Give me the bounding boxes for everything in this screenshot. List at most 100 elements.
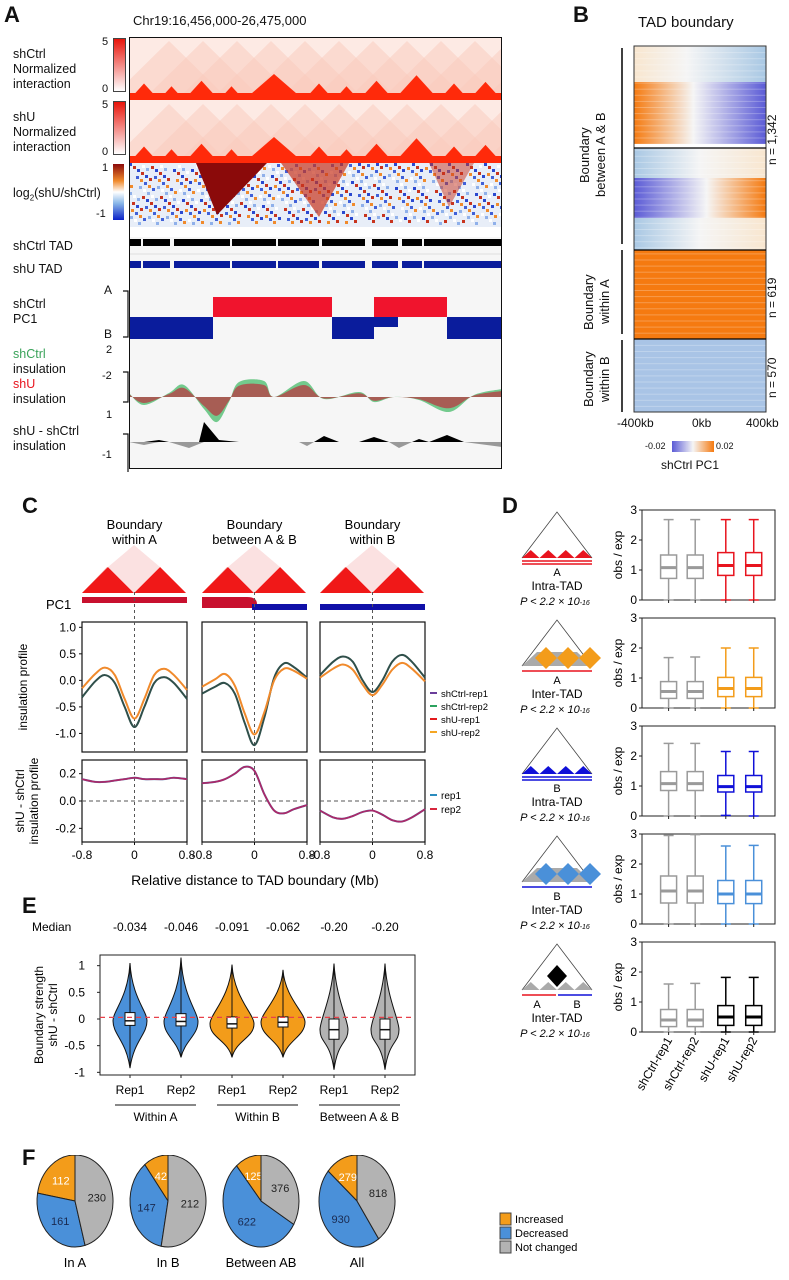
compartment-label: A (533, 999, 541, 1011)
ratio-pixel (164, 168, 167, 171)
ratio-pixel (130, 216, 133, 219)
ratio-pixel (495, 179, 498, 182)
panel-label-d: D (502, 493, 518, 518)
colorbar-shctrl (113, 38, 126, 92)
ratio-pixel (407, 196, 410, 199)
ratio-pixel (418, 183, 421, 186)
tad-triangle-right (254, 567, 306, 593)
ratio-pixel (182, 168, 185, 171)
ratio-pixel (189, 212, 192, 215)
heatmap-row-line (634, 94, 766, 96)
ratio-pixel (402, 200, 405, 203)
ratio-pixel (297, 210, 300, 213)
ratio-pixel (404, 186, 407, 189)
ratio-pixel (371, 196, 374, 199)
p-value: P < 2.2 × 10-16 (520, 812, 590, 824)
boxplot-frame (641, 617, 776, 709)
ratio-pixel (152, 188, 155, 191)
colorbar-min: -0.02 (645, 441, 666, 451)
ratio-pixel (310, 214, 313, 217)
y-tick-label: -1 (74, 1065, 85, 1079)
heatmap-row-line (634, 405, 766, 407)
pc1-b-segment (447, 317, 502, 339)
insulation-scale-max: 2 (106, 344, 113, 356)
legend-label: rep2 (441, 805, 461, 816)
ratio-pixel (377, 216, 380, 219)
ratio-pixel (157, 215, 160, 218)
ratio-pixel (149, 178, 152, 181)
ratio-pixel (184, 185, 187, 188)
x-axis-label: Relative distance to TAD boundary (Mb) (131, 872, 379, 888)
ratio-pixel (416, 197, 419, 200)
ratio-pixel (263, 167, 266, 170)
ratio-pixel (362, 197, 365, 200)
ratio-pixel (390, 220, 393, 223)
ratio-pixel (143, 218, 146, 221)
x-tick-label: -0.8 (72, 848, 93, 862)
median-value: -0.034 (113, 920, 147, 934)
inter-tad-region (108, 545, 160, 593)
heatmap-row-line (634, 70, 766, 72)
ratio-pixel (467, 216, 470, 219)
ratio-pixel (230, 208, 233, 211)
insulation-line-shU (81, 666, 188, 720)
ratio-pixel (344, 197, 347, 200)
insulation-line-shCtrl (81, 674, 188, 729)
heatmap-row-line (634, 204, 766, 206)
ratio-pixel (136, 176, 139, 179)
ratio-pixel (499, 213, 502, 216)
ratio-pixel (277, 195, 280, 198)
heatmap-row-line (634, 265, 766, 267)
ratio-pixel (420, 169, 423, 172)
ratio-pixel (422, 186, 425, 189)
ratio-pixel (249, 201, 252, 204)
ratio-pixel (272, 168, 275, 171)
ratio-pixel (274, 214, 277, 217)
legend-swatch (499, 1240, 512, 1254)
ratio-pixel (367, 193, 370, 196)
shu-interaction-heatmap (129, 100, 502, 163)
y-tick-label: 0 (630, 809, 637, 823)
ratio-pixel (142, 196, 145, 199)
ratio-pixel (212, 208, 215, 211)
pie-slice-increased (36, 1155, 76, 1202)
ratio-pixel (137, 169, 140, 172)
ratio-pixel (177, 172, 180, 175)
contact-map-icon (82, 545, 186, 593)
ratio-pixel (305, 218, 308, 221)
x-tick-label: 0.8 (417, 848, 434, 862)
heatmap-row-line (634, 369, 766, 371)
heatmap-row-line (634, 125, 766, 127)
compartment-label: A (553, 675, 561, 687)
ratio-pixel (348, 200, 351, 203)
ratio-pixel (195, 201, 198, 204)
compartment-label: B (553, 891, 560, 903)
ratio-pixel (284, 208, 287, 211)
ratio-pixel (204, 202, 207, 205)
ratio-pixel (407, 167, 410, 170)
insulation-line-shU (319, 661, 426, 697)
ratio-pixel (465, 199, 468, 202)
ratio-pixel (163, 206, 166, 209)
ratio-pixel (358, 194, 361, 197)
ratio-pixel (235, 204, 238, 207)
ratio-pixel (174, 222, 177, 225)
ratio-pixel (435, 190, 438, 193)
ratio-pixel (149, 209, 152, 212)
tad-schematic-icon (521, 511, 593, 565)
ratio-pixel (478, 203, 481, 206)
ratio-pixel (382, 214, 385, 217)
ratio-pixel (178, 165, 181, 168)
ratio-pixel (385, 193, 388, 196)
ratio-pixel (459, 210, 462, 213)
ratio-pixel (186, 171, 189, 174)
pie-slice-decreased (36, 1192, 86, 1248)
x-tick-label: -0.8 (192, 848, 213, 862)
ratio-pixel (476, 215, 479, 218)
ratio-pixel (491, 176, 494, 179)
box-iqr (659, 1008, 678, 1028)
pie-slice-not-changed (160, 1155, 207, 1248)
ratio-pixel (200, 199, 203, 202)
panel-title: within B (349, 532, 396, 547)
ratio-pixel (428, 206, 431, 209)
